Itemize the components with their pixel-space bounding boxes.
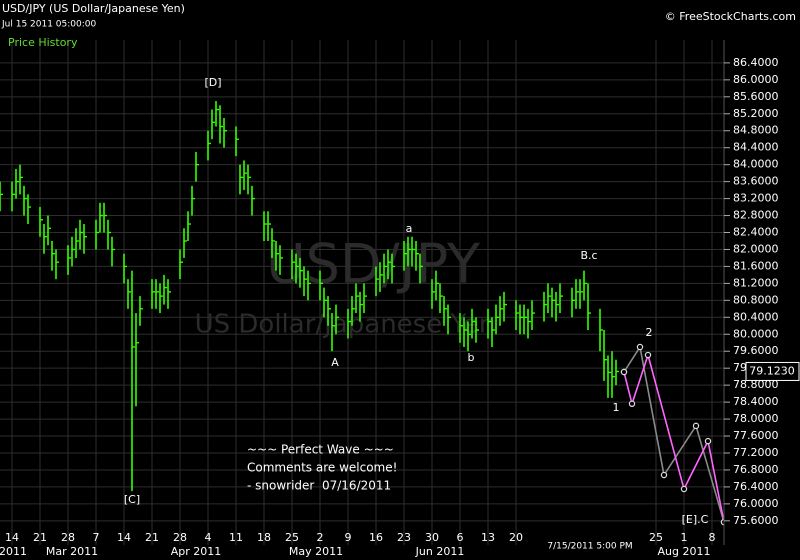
x-tick-label: 28 — [173, 531, 187, 544]
axes: 75.6000 76.0000 76.4000 76.8000 77.2000 77.60… — [0, 56, 800, 558]
y-tick-label: 80.8000 — [733, 293, 779, 306]
month-label: May 2011 — [289, 545, 343, 558]
y-tick-label: 84.0000 — [733, 158, 779, 171]
wave-label: 1 — [613, 401, 620, 414]
y-tick-label: 86.4000 — [733, 56, 779, 69]
y-tick-label: 81.6000 — [733, 259, 779, 272]
axis-background — [724, 0, 800, 560]
y-tick-label: 79.6000 — [733, 344, 779, 357]
projection-point — [628, 400, 636, 408]
wave-label: B.c — [580, 249, 597, 262]
x-tick-label: 9 — [345, 531, 352, 544]
last-price-box — [745, 361, 800, 381]
wave-label: [C] — [124, 493, 140, 506]
panel-label: Price History — [8, 36, 78, 49]
timestamp: Jul 15 2011 05:00:00 — [1, 20, 96, 30]
cursor-label: 7/15/2011 5:00 PM — [547, 542, 632, 552]
y-tick-label: 83.6000 — [733, 175, 779, 188]
overlay: [D] a B.c A b [C] 1 2 [E].C ~~~ Perfect Wave ~~~ C… — [124, 76, 728, 526]
x-tick-label: 1 — [681, 531, 688, 544]
x-tick-label: 28 — [61, 531, 75, 544]
x-tick-label: 14 — [117, 531, 131, 544]
wave-label: [E].C — [682, 513, 709, 526]
x-tick-label: 7 — [93, 531, 100, 544]
projection-point — [620, 368, 628, 376]
y-tick-label: 84.8000 — [733, 124, 779, 137]
month-label: Feb 2011 — [0, 545, 27, 558]
x-tick-label: 4 — [205, 531, 212, 544]
y-tick-label: 86.0000 — [733, 73, 779, 86]
wave-label: [D] — [204, 76, 221, 89]
month-label: Mar 2011 — [46, 545, 98, 558]
y-tick-label: 77.6000 — [733, 429, 779, 442]
x-tick-label: 21 — [33, 531, 47, 544]
month-label: Apr 2011 — [171, 545, 222, 558]
x-tick-label: 8 — [709, 531, 716, 544]
x-tick-label: 11 — [229, 531, 243, 544]
x-tick-label: 14 — [5, 531, 19, 544]
month-label: Jun 2011 — [415, 545, 465, 558]
y-tick-label: 80.0000 — [733, 327, 779, 340]
x-tick-label: 30 — [425, 531, 439, 544]
projection-point — [636, 343, 644, 351]
projection-line — [623, 352, 725, 523]
x-tick-label: 2 — [317, 531, 324, 544]
chart-title: USD/JPY (US Dollar/Japanese Yen) — [2, 2, 185, 15]
brand: © FreeStockCharts.com — [665, 10, 796, 23]
wave-label: A — [331, 356, 339, 369]
y-tick-label: 76.0000 — [733, 497, 779, 510]
y-tick-label: 78.4000 — [733, 395, 779, 408]
watermark-subtitle: US Dollar/Japanese Yen — [195, 310, 496, 340]
y-tick-label: 75.6000 — [733, 514, 779, 527]
y-tick-label: 85.2000 — [733, 107, 779, 120]
watermark: USD/JPY — [266, 233, 481, 296]
price-bars — [0, 101, 619, 492]
projection-point — [660, 471, 668, 479]
cursor-label-box — [542, 537, 638, 554]
y-tick-label: 82.0000 — [733, 242, 779, 255]
month-label: Aug 2011 — [658, 545, 711, 558]
comment-line: ~~~ Perfect Wave ~~~ — [247, 443, 394, 457]
y-tick-label: 82.4000 — [733, 226, 779, 239]
y-tick-label: 85.6000 — [733, 90, 779, 103]
x-tick-label: 13 — [481, 531, 495, 544]
projection-point — [692, 422, 700, 430]
last-price-label: 79.1230 — [749, 364, 795, 377]
y-tick-label: 83.2000 — [733, 192, 779, 205]
projection-point — [704, 437, 712, 445]
y-tick-label: 81.2000 — [733, 276, 779, 289]
comment-line: Comments are welcome! — [247, 461, 397, 475]
y-tick-label: 77.2000 — [733, 446, 779, 459]
x-tick-label: 25 — [285, 531, 299, 544]
projection-point — [680, 485, 688, 493]
x-tick-label: 23 — [397, 531, 411, 544]
x-tick-label: 16 — [369, 531, 383, 544]
wave-label: a — [406, 222, 413, 235]
wave-label: b — [468, 351, 475, 364]
x-tick-label: 6 — [457, 531, 464, 544]
comment-line: - snowrider 07/16/2011 — [247, 479, 391, 493]
y-tick-label: 82.8000 — [733, 209, 779, 222]
y-tick-label: 80.4000 — [733, 310, 779, 323]
y-tick-label: 76.4000 — [733, 480, 779, 493]
wave-label: 2 — [646, 326, 653, 339]
x-tick-label: 25 — [649, 531, 663, 544]
y-tick-label: 78.0000 — [733, 412, 779, 425]
x-tick-label: 20 — [509, 531, 523, 544]
y-tick-label: 78.8000 — [733, 378, 779, 391]
x-tick-label: 18 — [257, 531, 271, 544]
y-tick-label: 84.4000 — [733, 141, 779, 154]
projection-point — [644, 351, 652, 359]
x-tick-label: 21 — [145, 531, 159, 544]
y-tick-label: 76.8000 — [733, 463, 779, 476]
